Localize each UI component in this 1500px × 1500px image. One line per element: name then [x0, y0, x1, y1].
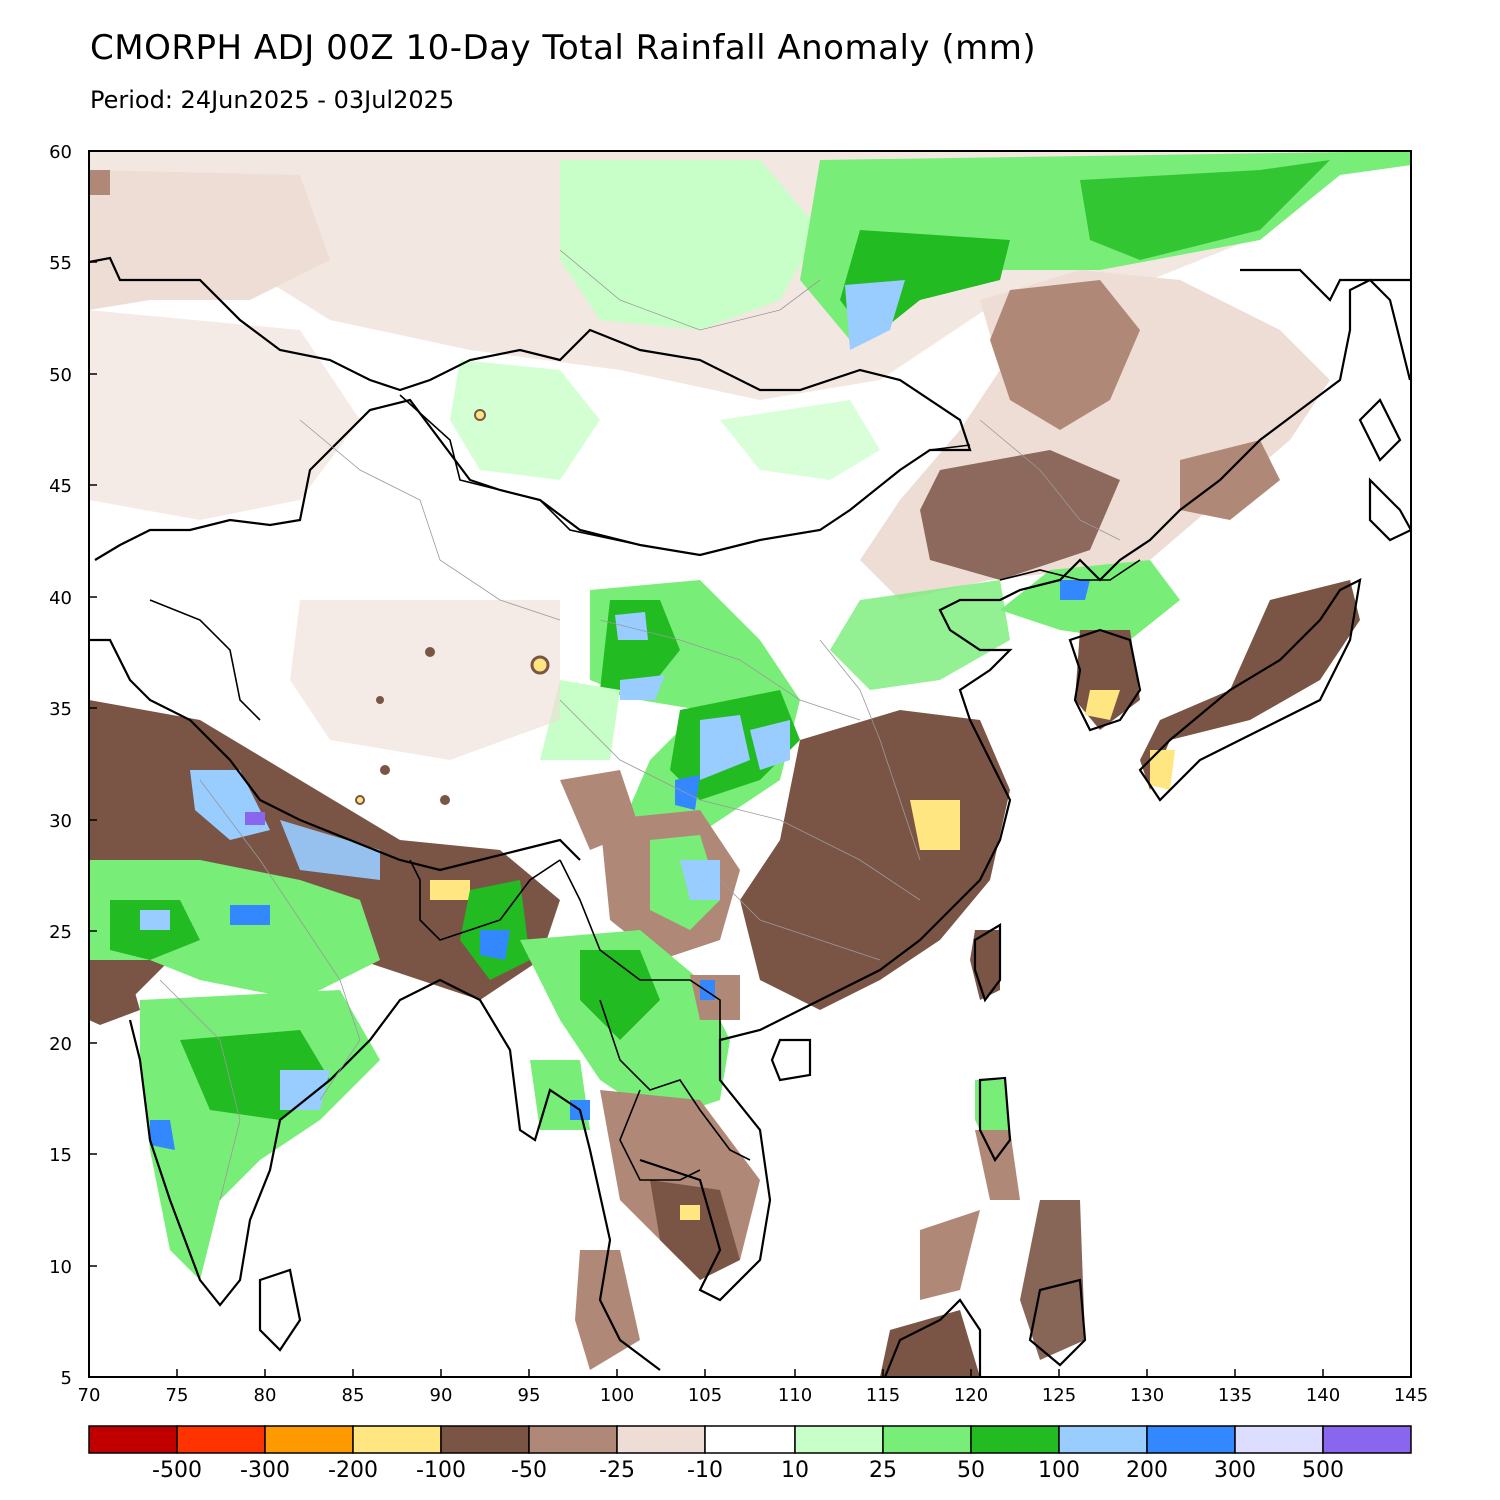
- colorbar-label: -25: [599, 1458, 635, 1483]
- colorbar-swatch: [882, 1425, 972, 1454]
- lat-tick-label: 55: [49, 253, 72, 274]
- colorbar-swatch: [528, 1425, 618, 1454]
- colorbar-swatch: [1322, 1425, 1412, 1454]
- colorbar-label: 25: [869, 1458, 897, 1483]
- colorbar-label: -50: [511, 1458, 547, 1483]
- lat-tick-label: 5: [61, 1368, 72, 1389]
- colorbar-swatch: [704, 1425, 796, 1454]
- lon-tick-label: 120: [954, 1385, 988, 1406]
- lon-tick-label: 95: [518, 1385, 541, 1406]
- colorbar-label: -10: [687, 1458, 723, 1483]
- lon-tick-label: 105: [688, 1385, 722, 1406]
- lon-tick-label: 145: [1394, 1385, 1428, 1406]
- lat-tick-label: 15: [49, 1145, 72, 1166]
- lon-tick-label: 85: [342, 1385, 365, 1406]
- colorbar-label: -200: [328, 1458, 378, 1483]
- lon-tick-label: 130: [1130, 1385, 1164, 1406]
- lat-tick-label: 60: [49, 142, 72, 163]
- lat-tick-label: 30: [49, 811, 72, 832]
- lon-tick-label: 125: [1042, 1385, 1076, 1406]
- colorbar-label: 300: [1214, 1458, 1256, 1483]
- lat-tick-label: 35: [49, 699, 72, 720]
- lat-tick-label: 50: [49, 365, 72, 386]
- colorbar-label: 200: [1126, 1458, 1168, 1483]
- lon-tick-label: 135: [1218, 1385, 1252, 1406]
- lat-tick-label: 20: [49, 1034, 72, 1055]
- colorbar-swatch: [1058, 1425, 1148, 1454]
- lon-tick-label: 80: [254, 1385, 277, 1406]
- lat-tick-label: 25: [49, 922, 72, 943]
- lon-tick-label: 140: [1306, 1385, 1340, 1406]
- lon-tick-label: 75: [166, 1385, 189, 1406]
- colorbar-swatch: [1234, 1425, 1324, 1454]
- colorbar: [88, 1425, 1412, 1454]
- lon-tick-label: 100: [600, 1385, 634, 1406]
- colorbar-label: 10: [781, 1458, 809, 1483]
- lon-tick-labels: 70 75 80 85 90 95 100 105 110 115 120 12…: [78, 1385, 1429, 1406]
- colorbar-swatch: [264, 1425, 354, 1454]
- coastlines: [89, 256, 1411, 1377]
- plot-frame: [88, 150, 1412, 1378]
- colorbar-label: 100: [1038, 1458, 1080, 1483]
- lon-tick-label: 110: [778, 1385, 812, 1406]
- colorbar-swatch: [88, 1425, 178, 1454]
- province-borders: [159, 249, 1121, 1201]
- country-borders: [149, 394, 1141, 1181]
- colorbar-label: 50: [957, 1458, 985, 1483]
- colorbar-swatch: [794, 1425, 884, 1454]
- colorbar-label: -500: [152, 1458, 202, 1483]
- colorbar-swatch: [176, 1425, 266, 1454]
- axis-ticks: [88, 150, 1412, 1378]
- colorbar-swatch: [1146, 1425, 1236, 1454]
- colorbar-swatch: [352, 1425, 442, 1454]
- lat-tick-labels: 60 55 50 45 40 35 30 25 20 15 10 5: [49, 142, 72, 1389]
- anomaly-field: [89, 151, 1411, 1377]
- colorbar-swatch: [970, 1425, 1060, 1454]
- colorbar-swatch: [440, 1425, 530, 1454]
- lat-tick-label: 40: [49, 588, 72, 609]
- colorbar-label: 500: [1302, 1458, 1344, 1483]
- colorbar-labels: -500 -300 -200 -100 -50 -25 -10 10 25 50…: [152, 1458, 1344, 1483]
- lon-tick-label: 115: [866, 1385, 900, 1406]
- colorbar-swatch: [616, 1425, 706, 1454]
- lon-tick-label: 90: [430, 1385, 453, 1406]
- lat-tick-label: 10: [49, 1257, 72, 1278]
- colorbar-label: -300: [240, 1458, 290, 1483]
- lon-tick-label: 70: [78, 1385, 101, 1406]
- map-subtitle: Period: 24Jun2025 - 03Jul2025: [90, 86, 455, 114]
- map-title: CMORPH ADJ 00Z 10-Day Total Rainfall Ano…: [90, 28, 1037, 68]
- colorbar-label: -100: [416, 1458, 466, 1483]
- lat-tick-label: 45: [49, 476, 72, 497]
